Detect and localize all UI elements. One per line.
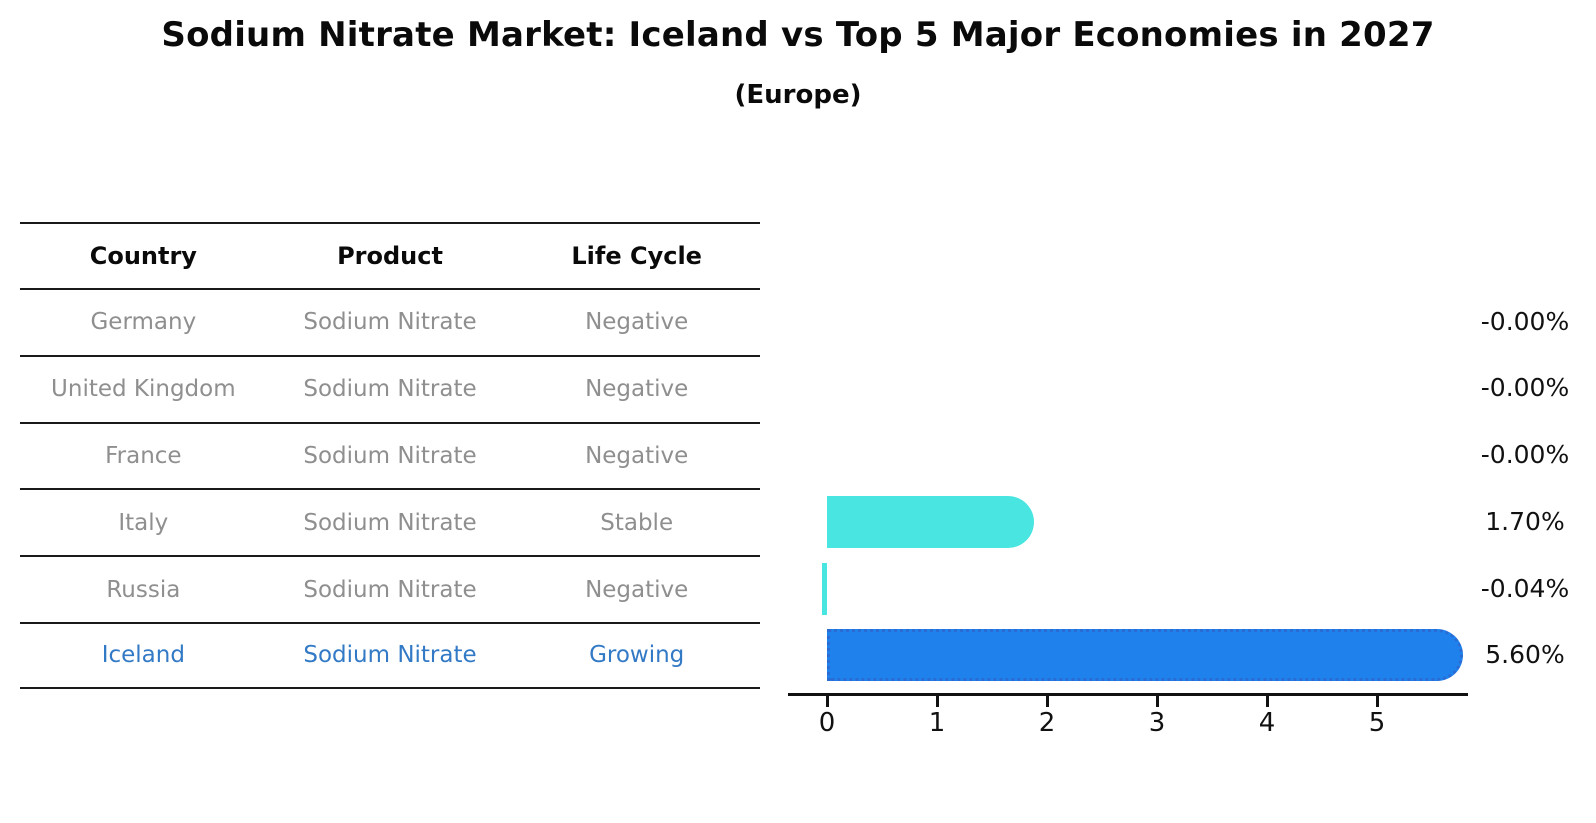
cell-life-cycle: Stable <box>600 509 674 536</box>
x-tick-mark <box>1376 696 1379 707</box>
x-tick-mark <box>826 696 829 707</box>
header-cell-country: Country <box>89 242 197 270</box>
cell-country: Germany <box>90 309 197 336</box>
bar-value-label: -0.00% <box>1480 373 1570 403</box>
x-tick-label: 2 <box>1038 708 1056 738</box>
bar-russia <box>822 562 827 615</box>
table-row: France Sodium Nitrate Negative <box>20 421 760 489</box>
cell-product: Sodium Nitrate <box>303 309 477 336</box>
cell-life-cycle: Negative <box>585 576 689 603</box>
table-row: Italy Sodium Nitrate Stable <box>20 488 760 555</box>
x-tick-label: 4 <box>1258 708 1276 738</box>
bar-value-label: -0.04% <box>1480 573 1570 603</box>
bar-value-label: -0.00% <box>1480 440 1570 470</box>
bar-value-label: -0.00% <box>1480 306 1570 336</box>
table-row: Russia Sodium Nitrate Negative <box>20 555 760 622</box>
bar-value-label: 5.60% <box>1485 640 1565 670</box>
header-cell-product: Product <box>337 242 443 270</box>
bar-value-label: 1.70% <box>1485 506 1565 536</box>
cell-country: France <box>105 442 182 469</box>
cell-product: Sodium Nitrate <box>303 642 477 669</box>
bar-italy <box>827 495 1034 548</box>
cell-product: Sodium Nitrate <box>303 376 477 403</box>
cell-country: Russia <box>106 576 181 603</box>
table-header-row: Country Product Life Cycle <box>20 222 760 288</box>
cell-life-cycle: Negative <box>585 309 689 336</box>
cell-life-cycle: Growing <box>589 642 685 669</box>
cell-life-cycle: Negative <box>585 376 689 403</box>
bar-iceland <box>827 629 1463 682</box>
cell-product: Sodium Nitrate <box>303 442 477 469</box>
x-tick-mark <box>1046 696 1049 707</box>
cell-product: Sodium Nitrate <box>303 509 477 536</box>
x-axis-line <box>788 693 1468 696</box>
x-tick-label: 0 <box>818 708 836 738</box>
header-cell-life-cycle: Life Cycle <box>571 242 702 270</box>
chart-title: Sodium Nitrate Market: Iceland vs Top 5 … <box>161 15 1435 55</box>
x-tick-label: 5 <box>1368 708 1386 738</box>
cell-life-cycle: Negative <box>585 442 689 469</box>
x-tick-mark <box>936 696 939 707</box>
comparison-table: Country Product Life Cycle Germany Sodiu… <box>20 222 760 689</box>
cell-country: Italy <box>118 509 169 536</box>
chart-subtitle: (Europe) <box>734 80 862 110</box>
cell-country: United Kingdom <box>51 376 236 403</box>
x-tick-mark <box>1266 696 1269 707</box>
x-tick-mark <box>1156 696 1159 707</box>
x-tick-label: 1 <box>928 708 946 738</box>
table-row: United Kingdom Sodium Nitrate Negative <box>20 354 760 422</box>
table-row: Germany Sodium Nitrate Negative <box>20 288 760 355</box>
cell-country: Iceland <box>101 642 185 669</box>
table-row-highlight: Iceland Sodium Nitrate Growing <box>20 621 760 689</box>
cell-product: Sodium Nitrate <box>303 576 477 603</box>
x-tick-label: 3 <box>1148 708 1166 738</box>
